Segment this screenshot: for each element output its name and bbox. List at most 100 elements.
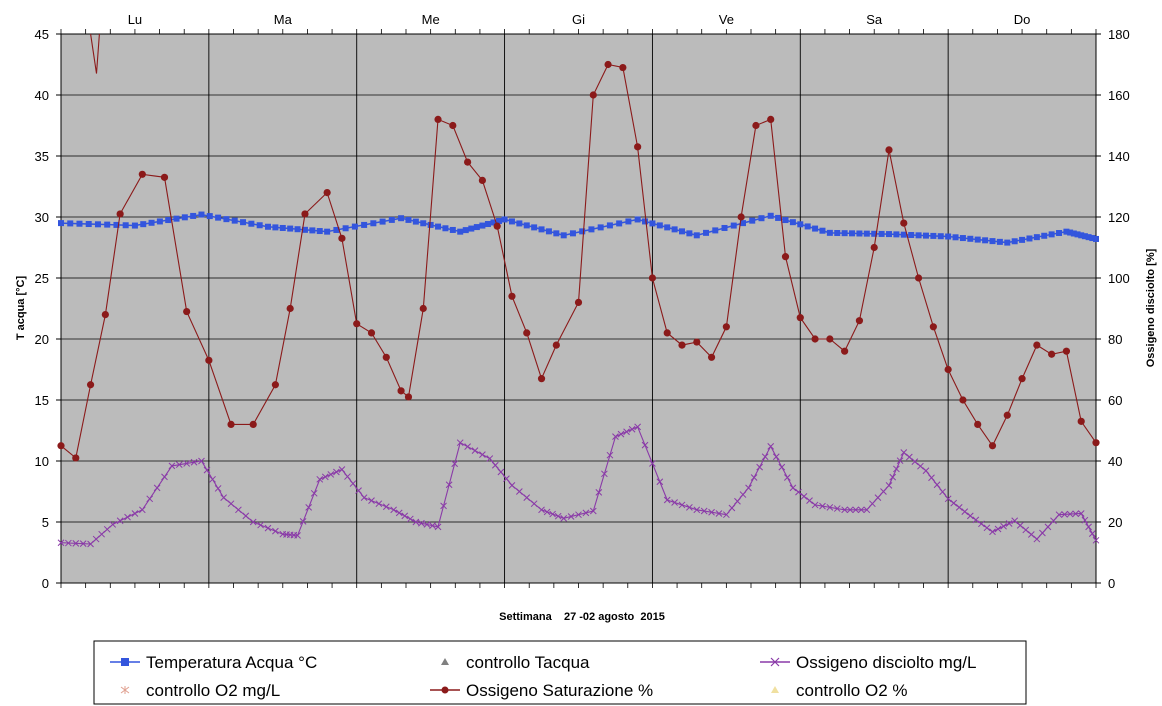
point-temperature	[730, 222, 737, 229]
point-temperature	[922, 232, 929, 239]
point-dissolved-oxygen	[612, 433, 619, 440]
series-ossigeno-saturazione-	[57, 60, 1100, 462]
point-temperature	[351, 223, 358, 230]
point-dissolved-oxygen	[214, 485, 222, 492]
point-temperature	[616, 220, 623, 227]
point-dissolved-oxygen	[299, 518, 307, 525]
point-temperature	[812, 225, 819, 232]
point-dissolved-oxygen	[567, 513, 575, 520]
point-temperature	[671, 226, 678, 233]
point-saturation	[648, 274, 657, 282]
point-temperature	[1078, 232, 1085, 239]
point-temperature	[545, 228, 552, 235]
point-dissolved-oxygen	[338, 466, 346, 473]
point-saturation	[101, 311, 109, 319]
point-temperature	[215, 214, 222, 221]
point-temperature	[649, 220, 656, 227]
point-saturation	[885, 146, 893, 154]
point-dissolved-oxygen	[1085, 523, 1092, 531]
point-temperature	[523, 222, 530, 229]
y-left-tick-label: 20	[35, 332, 49, 347]
point-temperature	[287, 225, 294, 232]
point-saturation	[286, 304, 294, 313]
point-temperature	[656, 222, 663, 229]
point-saturation	[929, 323, 937, 331]
point-dissolved-oxygen	[423, 521, 431, 528]
legend-x-icon	[770, 657, 780, 667]
point-temperature	[1074, 231, 1081, 238]
point-dissolved-oxygen	[869, 500, 876, 508]
point-temperature	[1081, 233, 1088, 240]
point-temperature	[900, 231, 907, 238]
point-dissolved-oxygen	[445, 481, 453, 489]
point-temperature	[945, 233, 952, 240]
point-dissolved-oxygen	[700, 507, 708, 515]
point-saturation	[752, 121, 760, 130]
point-dissolved-oxygen	[1033, 535, 1041, 543]
point-temperature	[1033, 234, 1040, 241]
point-dissolved-oxygen	[634, 423, 641, 431]
point-dissolved-oxygen	[418, 519, 425, 527]
point-dissolved-oxygen	[138, 506, 146, 514]
point-dissolved-oxygen	[928, 474, 935, 482]
point-temperature	[301, 226, 308, 233]
point-temperature	[122, 222, 129, 229]
point-temperature	[797, 221, 804, 228]
point-dissolved-oxygen	[554, 512, 562, 520]
point-dissolved-oxygen	[686, 504, 693, 511]
point-dissolved-oxygen	[841, 506, 848, 514]
point-temperature	[420, 220, 427, 227]
point-temperature	[85, 221, 92, 228]
point-dissolved-oxygen	[327, 471, 335, 478]
y-right-tick-label: 80	[1108, 332, 1122, 347]
point-dissolved-oxygen	[503, 475, 510, 483]
point-dissolved-oxygen	[220, 494, 227, 501]
point-saturation	[508, 292, 516, 300]
y-left-tick-label: 25	[35, 271, 49, 286]
point-dissolved-oxygen	[641, 441, 649, 449]
point-temperature	[974, 236, 981, 243]
point-temperature	[1048, 231, 1055, 238]
point-dissolved-oxygen	[153, 484, 161, 492]
point-temperature	[496, 217, 503, 224]
legend-label: Ossigeno Saturazione %	[466, 681, 653, 700]
point-saturation	[323, 189, 331, 197]
point-temperature	[435, 223, 442, 230]
point-temperature	[819, 227, 826, 234]
point-dissolved-oxygen	[440, 502, 447, 510]
point-temperature	[588, 226, 595, 233]
point-saturation	[434, 115, 442, 123]
point-temperature	[952, 234, 959, 241]
point-temperature	[538, 226, 545, 233]
vertical-gridlines	[208, 34, 949, 583]
point-dissolved-oxygen	[1000, 522, 1007, 530]
point-temperature	[739, 220, 746, 227]
point-dissolved-oxygen	[1066, 510, 1074, 518]
point-dissolved-oxygen	[486, 455, 494, 462]
y-right-tick-label: 100	[1108, 271, 1130, 286]
point-dissolved-oxygen	[933, 481, 941, 489]
point-temperature	[479, 222, 486, 229]
point-dissolved-oxygen	[1088, 530, 1096, 537]
point-dissolved-oxygen	[429, 522, 436, 530]
point-dissolved-oxygen	[857, 506, 865, 514]
point-temperature	[405, 216, 412, 223]
point-saturation	[449, 121, 457, 130]
point-dissolved-oxygen	[582, 509, 590, 517]
point-dissolved-oxygen	[264, 524, 272, 532]
y-left-tick-label: 45	[35, 27, 49, 42]
point-dissolved-oxygen	[761, 453, 769, 461]
point-temperature	[789, 219, 796, 226]
point-temperature	[279, 224, 286, 231]
point-temperature	[606, 222, 613, 229]
point-saturation	[537, 375, 546, 383]
point-temperature	[849, 230, 856, 237]
point-temperature	[140, 221, 147, 228]
point-dissolved-oxygen	[175, 461, 183, 469]
point-dissolved-oxygen	[911, 458, 919, 465]
point-saturation	[1003, 411, 1011, 419]
point-dissolved-oxygen	[368, 497, 375, 505]
point-temperature	[841, 230, 848, 237]
point-saturation	[1048, 350, 1056, 358]
point-dissolved-oxygen	[161, 473, 168, 481]
